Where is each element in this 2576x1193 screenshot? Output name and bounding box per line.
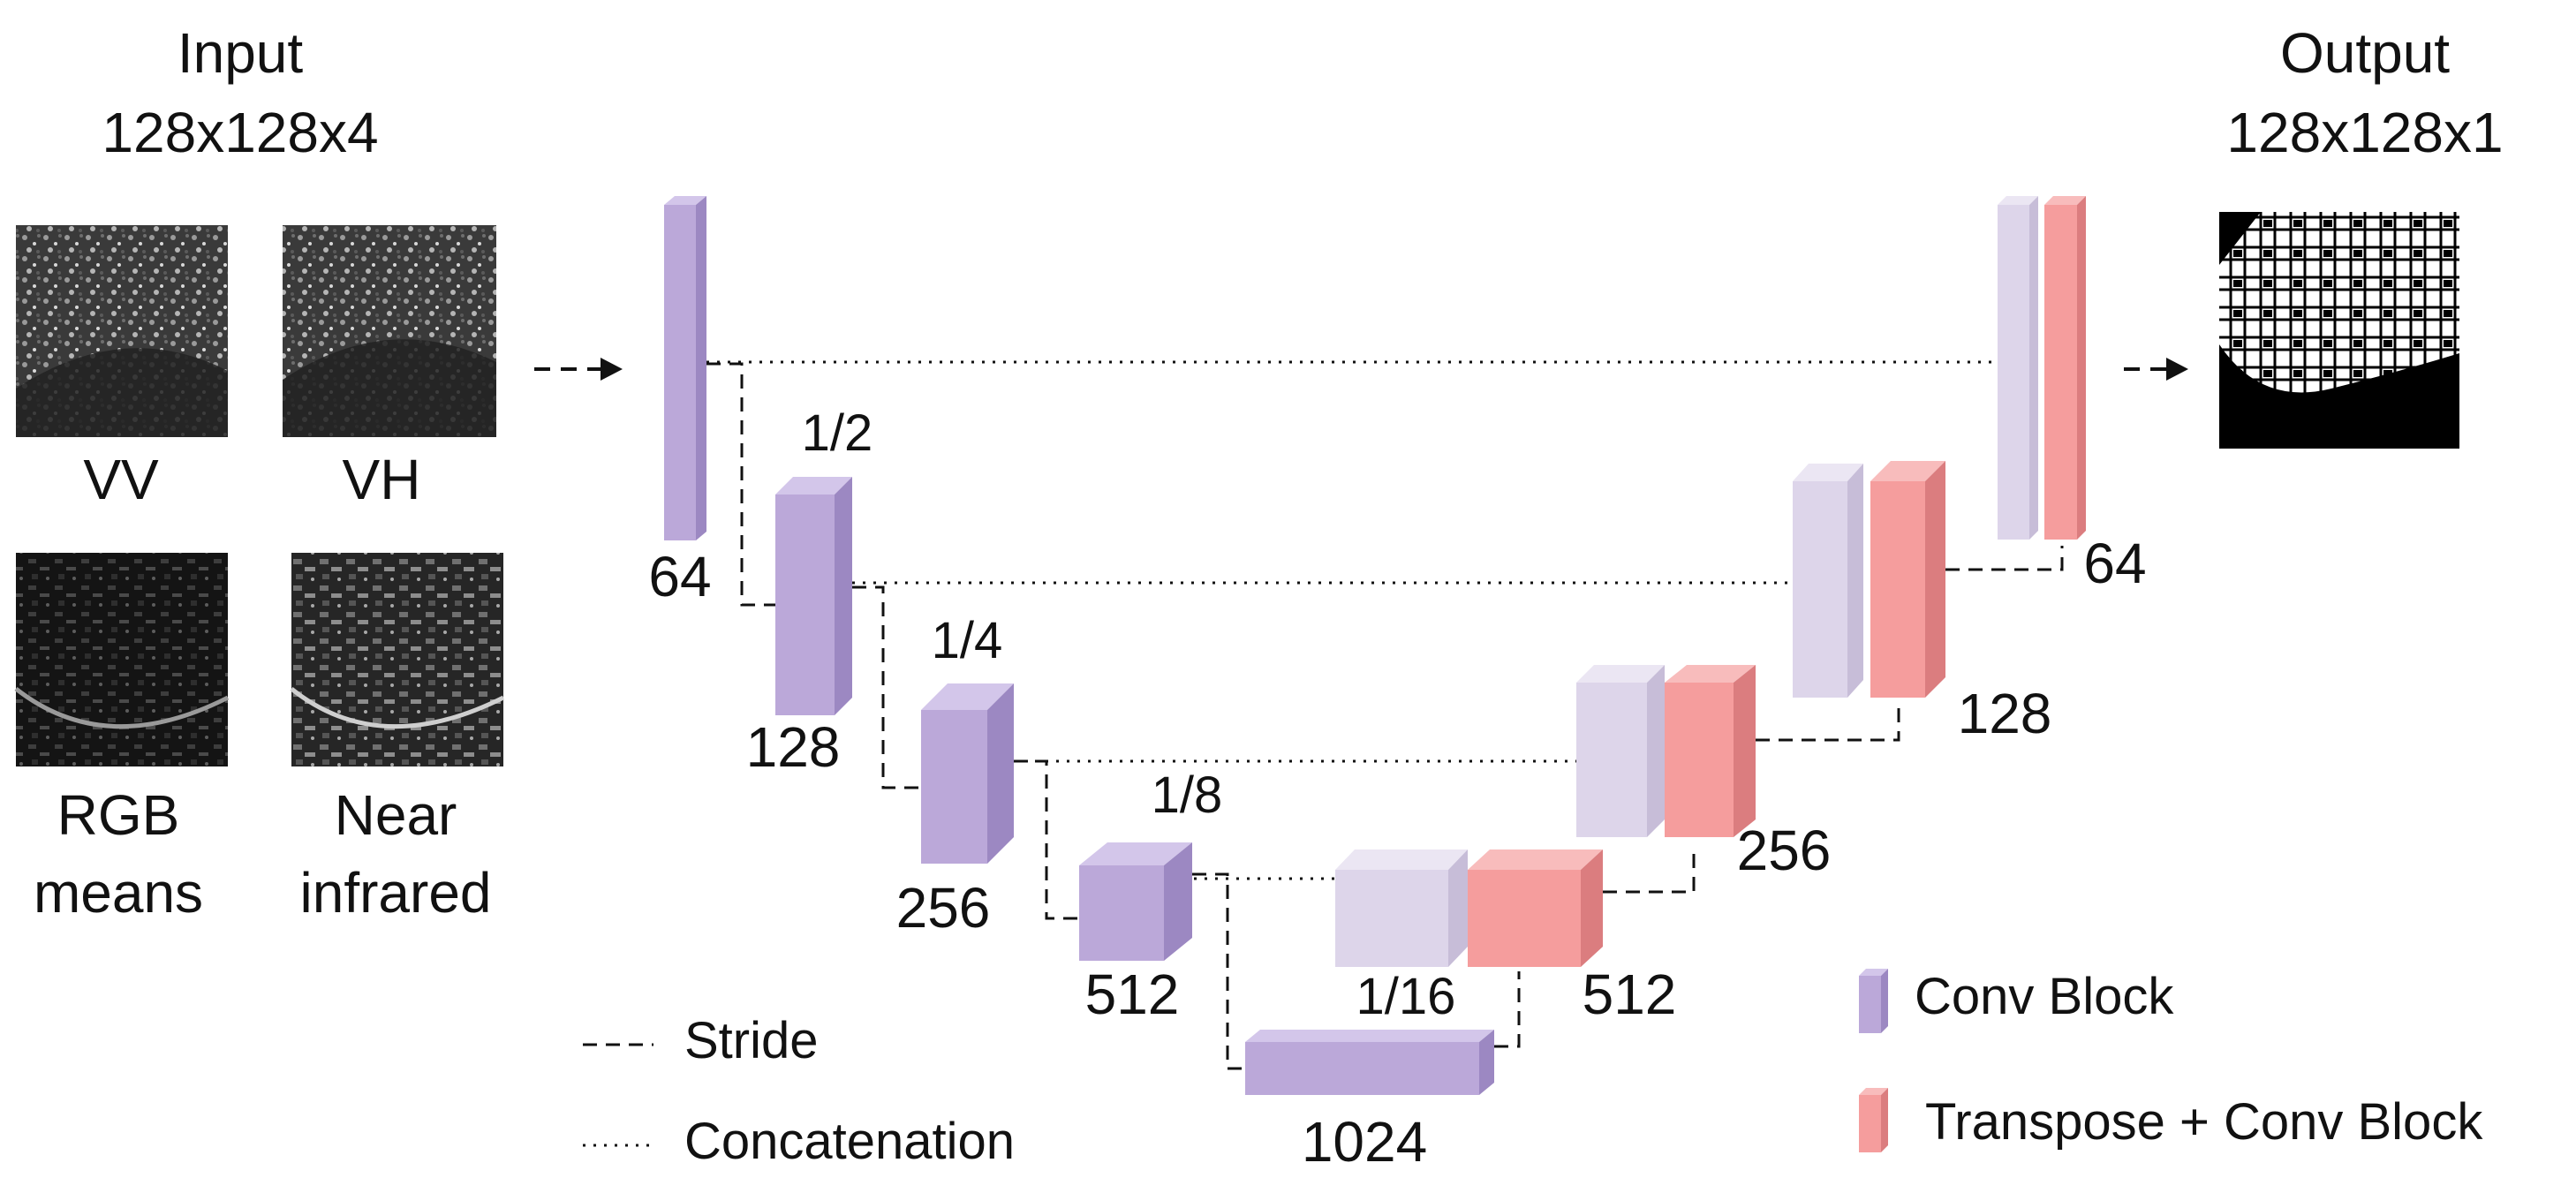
scale-label-eighth: 1/8 xyxy=(1152,766,1223,824)
encoder-block-512 xyxy=(1079,842,1192,961)
legend-conv-block-label: Conv Block xyxy=(1915,968,2174,1025)
output-shape: 128x128x1 xyxy=(2226,101,2503,164)
encoder-block-64 xyxy=(664,196,706,540)
scale-label-half: 1/2 xyxy=(802,404,873,462)
output-arrow xyxy=(2124,358,2188,381)
encoder-label-512: 512 xyxy=(1085,963,1180,1026)
stride-connection-7 xyxy=(1756,702,1900,742)
decoder-label-64: 64 xyxy=(2083,532,2146,595)
scale-label-sixteenth: 1/16 xyxy=(1356,968,1456,1025)
scale-label-quarter: 1/4 xyxy=(932,612,1003,669)
legend-transpose-block-label: Transpose + Conv Block xyxy=(1925,1093,2483,1151)
vv-label: VV xyxy=(83,448,159,511)
vv-channel-image xyxy=(16,225,228,437)
decoder-block-512 xyxy=(1335,849,1603,967)
rgb-means-label-line2: means xyxy=(34,861,203,925)
decoder-block-64 xyxy=(1998,196,2086,540)
input-shape: 128x128x4 xyxy=(102,101,378,164)
encoder-label-128: 128 xyxy=(746,715,841,779)
output-mask-image xyxy=(2219,212,2459,449)
stride-connection-4 xyxy=(1192,872,1245,1070)
stride-connection-2 xyxy=(852,585,921,789)
near-infrared-image xyxy=(290,553,505,766)
output-title: Output xyxy=(2280,21,2450,85)
near-infrared-label-line2: infrared xyxy=(300,861,492,925)
decoder-label-512: 512 xyxy=(1583,963,1677,1026)
legend-stride-label: Stride xyxy=(684,1012,819,1069)
stride-connection-5 xyxy=(1494,971,1521,1048)
rgb-means-label-line1: RGB xyxy=(57,783,180,847)
encoder-block-256 xyxy=(921,683,1014,864)
encoder-label-256: 256 xyxy=(896,876,991,940)
bottleneck-label-1024: 1024 xyxy=(1302,1110,1427,1174)
decoder-label-128: 128 xyxy=(1958,682,2052,745)
encoder-label-64: 64 xyxy=(648,545,711,608)
input-arrow xyxy=(534,358,623,381)
stride-connection-6 xyxy=(1603,846,1696,894)
legend: Stride Concatenation Conv Block Transpos… xyxy=(583,968,2483,1170)
decoder-block-256 xyxy=(1576,665,1756,837)
rgb-means-image xyxy=(14,553,230,766)
legend-conv-block-swatch xyxy=(1859,969,1888,1033)
bottleneck-block-1024 xyxy=(1245,1030,1494,1095)
stride-connection-1 xyxy=(706,362,775,607)
vh-channel-image xyxy=(283,225,496,437)
encoder-block-128 xyxy=(775,477,852,715)
legend-transpose-block-swatch xyxy=(1859,1088,1888,1152)
decoder-label-256: 256 xyxy=(1737,819,1832,882)
input-title: Input xyxy=(178,21,304,85)
stride-connection-3 xyxy=(1014,759,1079,920)
stride-connection-8 xyxy=(1945,546,2064,571)
near-infrared-label-line1: Near xyxy=(335,783,457,847)
legend-concatenation-label: Concatenation xyxy=(684,1113,1015,1170)
vh-label: VH xyxy=(343,448,421,511)
decoder-block-128 xyxy=(1793,461,1945,698)
